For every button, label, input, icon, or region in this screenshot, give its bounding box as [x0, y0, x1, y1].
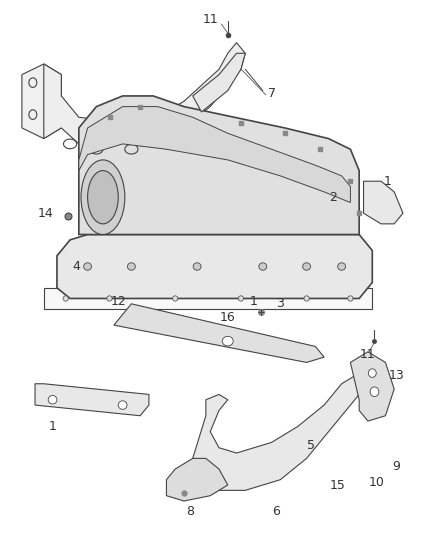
- Text: 13: 13: [389, 369, 404, 382]
- Text: 1: 1: [384, 175, 392, 188]
- Text: 5: 5: [307, 439, 315, 451]
- Text: 12: 12: [110, 295, 126, 308]
- Text: 8: 8: [187, 505, 194, 518]
- Ellipse shape: [84, 263, 92, 270]
- Ellipse shape: [48, 395, 57, 404]
- Text: 7: 7: [268, 87, 276, 100]
- Text: 10: 10: [369, 476, 385, 489]
- Ellipse shape: [63, 296, 68, 301]
- Ellipse shape: [368, 369, 376, 377]
- Text: 2: 2: [329, 191, 337, 204]
- Ellipse shape: [173, 296, 178, 301]
- Text: 11: 11: [360, 348, 376, 361]
- Ellipse shape: [118, 401, 127, 409]
- Ellipse shape: [127, 263, 135, 270]
- Polygon shape: [35, 384, 149, 416]
- Polygon shape: [22, 64, 61, 139]
- Ellipse shape: [81, 160, 125, 235]
- Ellipse shape: [193, 263, 201, 270]
- Text: 16: 16: [220, 311, 236, 324]
- Text: 15: 15: [329, 479, 345, 491]
- Text: 4: 4: [73, 260, 81, 273]
- Polygon shape: [166, 458, 228, 501]
- Ellipse shape: [348, 296, 353, 301]
- Text: 1: 1: [250, 295, 258, 308]
- Ellipse shape: [88, 171, 118, 224]
- Polygon shape: [193, 53, 245, 112]
- Polygon shape: [364, 181, 403, 224]
- Polygon shape: [114, 304, 324, 362]
- Text: 14: 14: [38, 207, 54, 220]
- Ellipse shape: [304, 296, 309, 301]
- Polygon shape: [57, 235, 372, 298]
- Ellipse shape: [223, 336, 233, 346]
- Ellipse shape: [107, 296, 112, 301]
- Text: 9: 9: [392, 460, 400, 473]
- Text: 6: 6: [272, 505, 280, 518]
- Polygon shape: [79, 107, 350, 203]
- Polygon shape: [79, 96, 359, 235]
- Ellipse shape: [238, 296, 244, 301]
- Polygon shape: [193, 373, 368, 490]
- Ellipse shape: [259, 263, 267, 270]
- Polygon shape: [44, 288, 372, 309]
- Text: 11: 11: [202, 13, 218, 26]
- Ellipse shape: [303, 263, 311, 270]
- Text: 3: 3: [276, 297, 284, 310]
- Ellipse shape: [338, 263, 346, 270]
- Ellipse shape: [370, 387, 379, 397]
- Polygon shape: [350, 352, 394, 421]
- Text: 1: 1: [49, 420, 57, 433]
- Polygon shape: [44, 43, 245, 149]
